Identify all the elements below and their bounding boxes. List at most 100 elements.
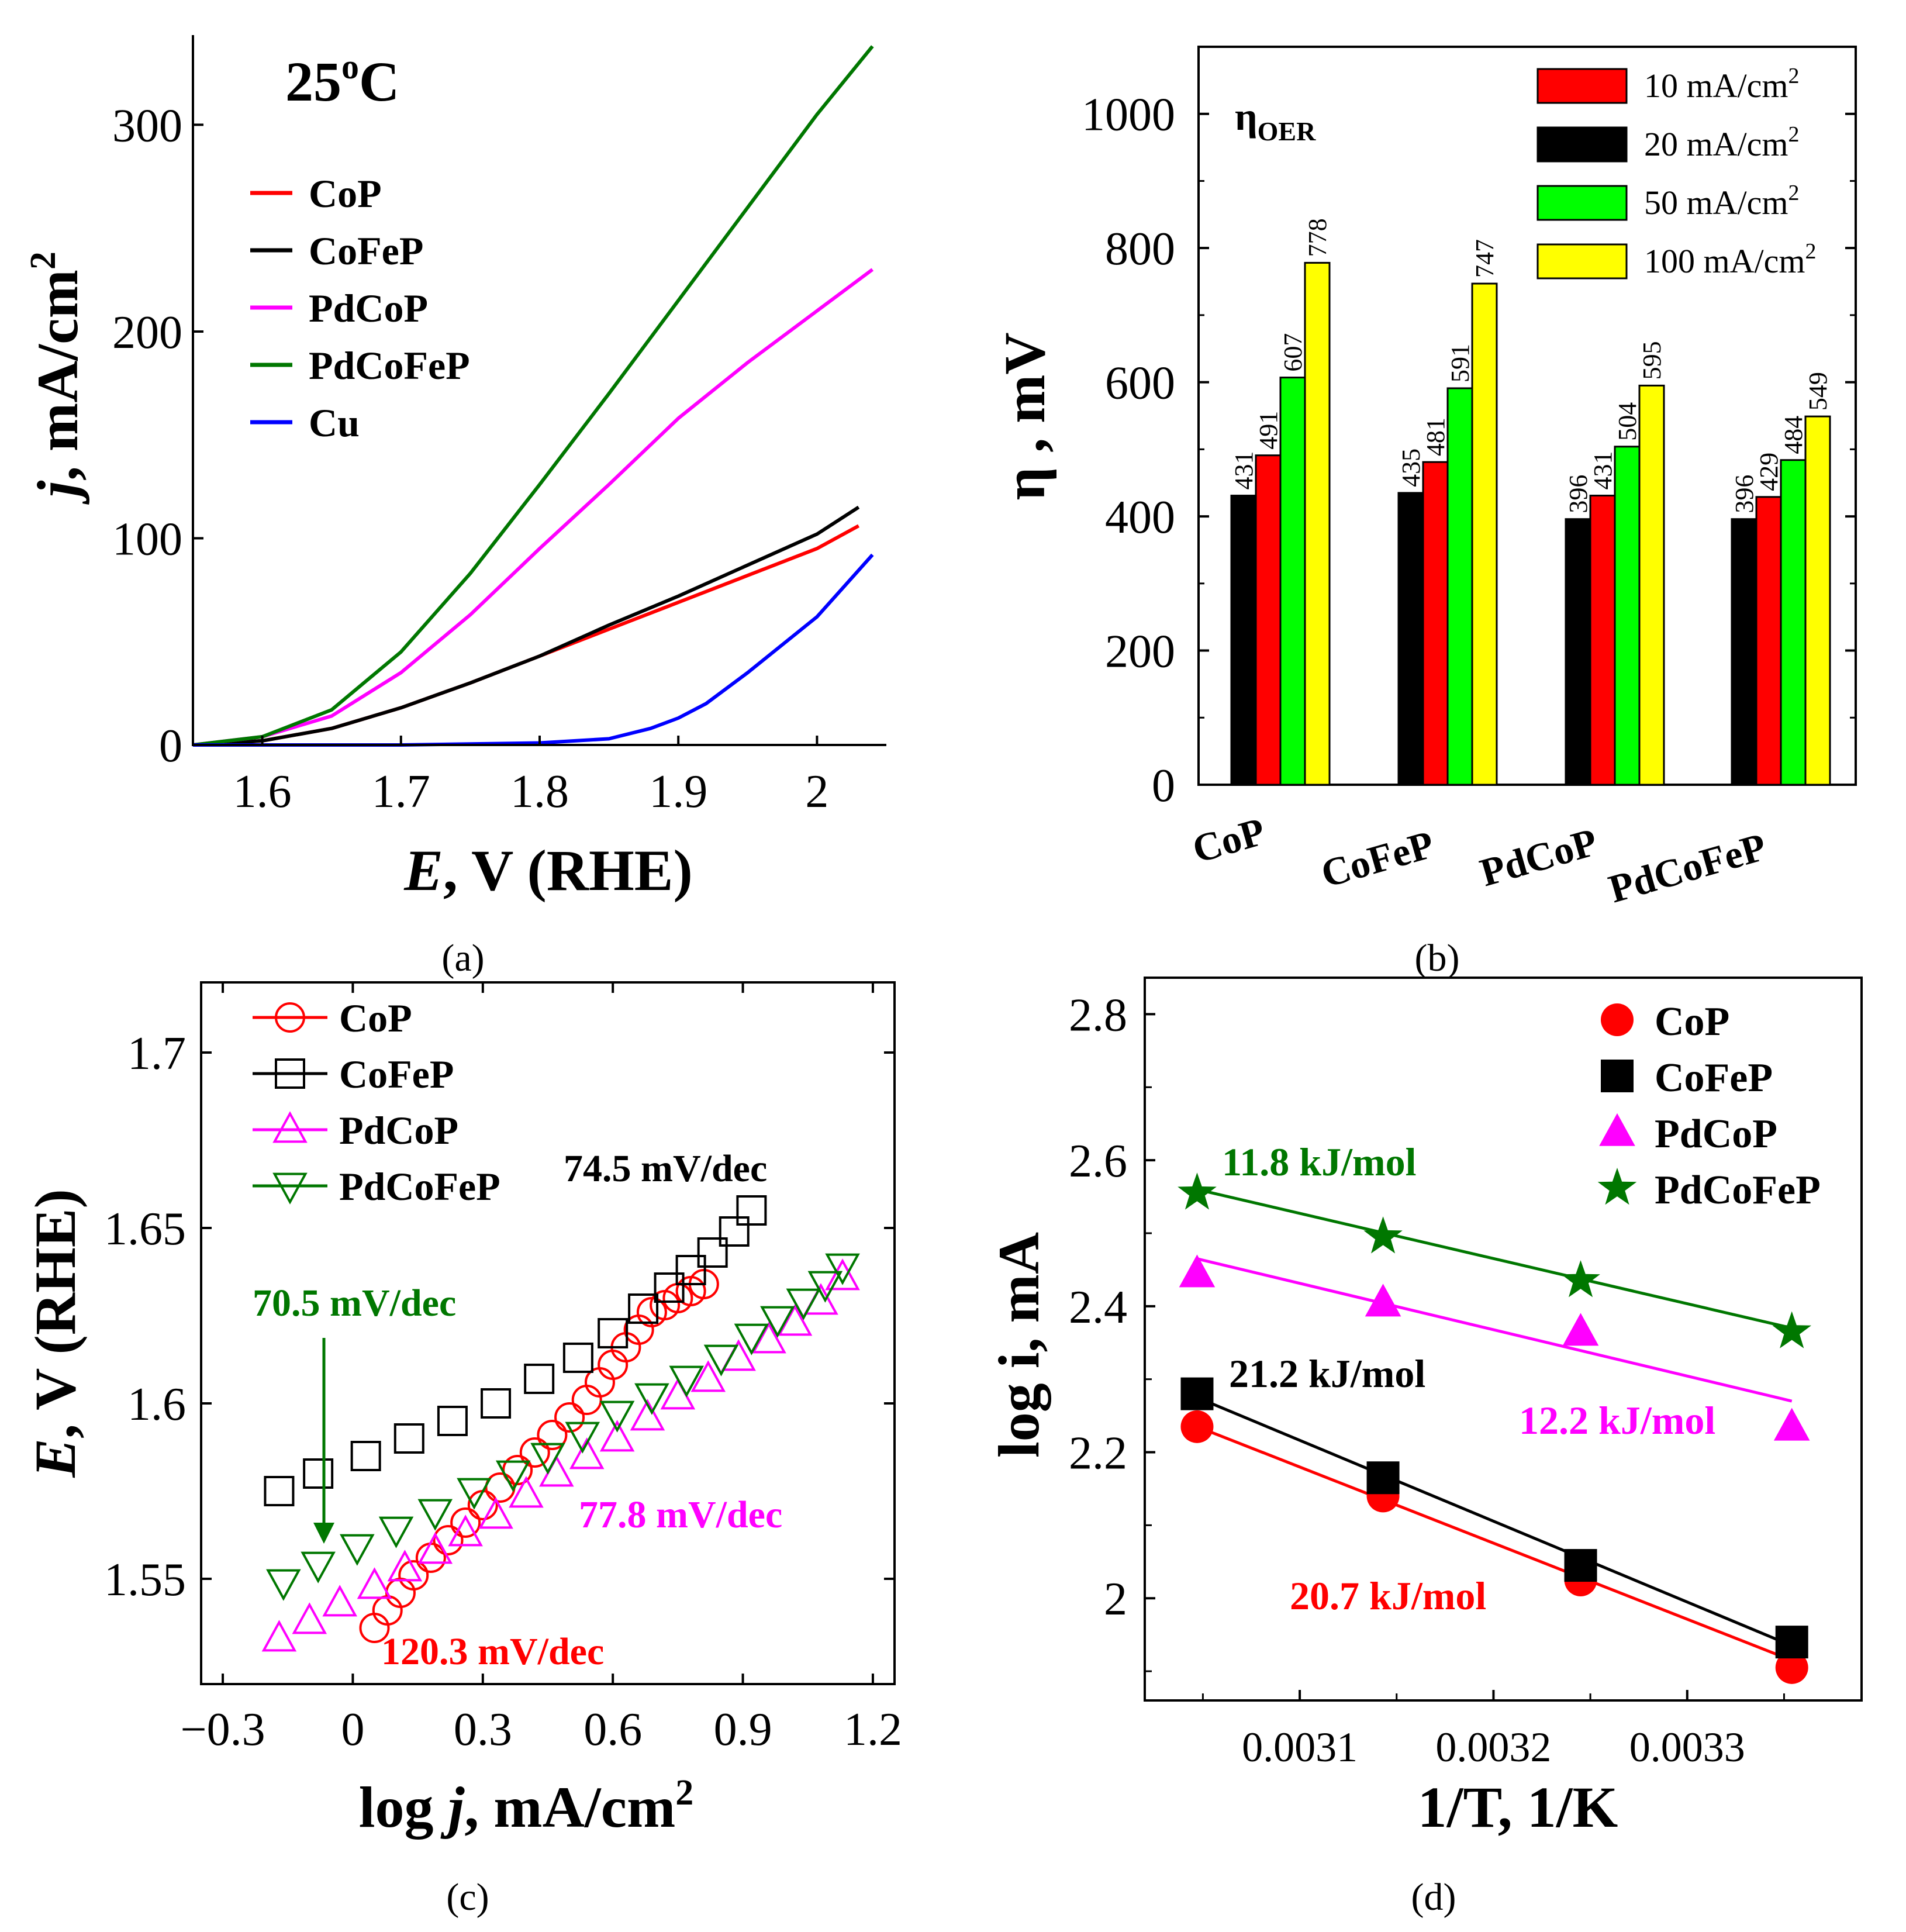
bar-value-label: 595 xyxy=(1638,341,1666,380)
bar-value-label: 778 xyxy=(1303,218,1332,257)
legend-marker-pdcofep xyxy=(272,1172,308,1205)
x-tick-label: 0.0033 xyxy=(1629,1724,1745,1771)
panel-b-title: ηOER xyxy=(1235,94,1316,146)
point-pdcop xyxy=(825,1258,860,1291)
bar-pdcofep-2 xyxy=(1780,459,1807,786)
point-pdcop xyxy=(448,1514,483,1547)
point-pdcofep xyxy=(786,1288,821,1320)
series-line-pdcop xyxy=(192,268,874,747)
x-tick-label: 1.7 xyxy=(372,766,430,817)
legend-label-cu: Cu xyxy=(309,401,360,445)
legend-label-sup: 2 xyxy=(1788,122,1799,147)
x-tick-label: 0 xyxy=(341,1704,364,1755)
panel-c-annotation-705: 70.5 mV/dec xyxy=(253,1282,456,1324)
y-tick-label: 2.6 xyxy=(1069,1136,1127,1187)
point-cofep xyxy=(736,1195,767,1226)
legend-swatch xyxy=(1536,126,1628,163)
bar-cop-0 xyxy=(1230,495,1257,786)
x-tick-label: 1.2 xyxy=(844,1704,902,1755)
y-tick-label: 0 xyxy=(1152,760,1175,812)
legend-swatch xyxy=(1536,243,1628,280)
legend-label: 20 mA/cm2 xyxy=(1644,122,1799,163)
x-tick-label: 1.6 xyxy=(233,766,292,817)
point-pdcofep xyxy=(825,1253,860,1285)
legend-swatch xyxy=(1536,185,1628,221)
legend-swatch xyxy=(1536,68,1628,104)
panel-d-frame xyxy=(1144,977,1863,1702)
panel-a-y-ticks: 0 100 200 300 xyxy=(112,100,203,772)
series-line-pdcofep xyxy=(192,45,874,747)
point-cop xyxy=(519,1437,550,1468)
bar-value-label: 429 xyxy=(1755,453,1783,491)
panel-a-caption: (a) xyxy=(441,937,484,979)
point-pdcofep xyxy=(1178,1172,1217,1210)
point-cop xyxy=(537,1420,568,1450)
point-cofep xyxy=(481,1388,512,1419)
panel-d-ticks: 0.0031 0.0032 0.0033 2 2.2 2.4 2.6 2.8 xyxy=(1069,989,1785,1771)
point-cop xyxy=(398,1560,429,1591)
panel-c-legend: CoP CoFeP PdCoP PdCoFeP xyxy=(253,996,500,1209)
point-cofep xyxy=(562,1343,593,1373)
legend-label: 50 mA/cm2 xyxy=(1644,181,1799,222)
y-tick-label: 2 xyxy=(1104,1574,1127,1625)
y-tick-label: 300 xyxy=(112,100,182,151)
point-cofep xyxy=(697,1237,728,1268)
point-cofep xyxy=(264,1476,295,1506)
category-label-cofep: CoFeP xyxy=(1316,822,1439,896)
panel-d-series xyxy=(1178,1172,1811,1684)
point-cofep xyxy=(350,1441,381,1471)
panel-c-arrow-head xyxy=(313,1523,334,1544)
legend-label-cofep: CoFeP xyxy=(339,1052,454,1096)
bar-cofep-2 xyxy=(1446,387,1473,786)
point-cofep xyxy=(437,1406,468,1436)
series-line-cu xyxy=(193,553,874,747)
panel-a-axes xyxy=(192,35,886,746)
point-pdcofep xyxy=(417,1499,453,1531)
bar-value-label: 549 xyxy=(1804,372,1832,410)
panel-a-title: 25oC xyxy=(285,47,399,113)
panel-c-series xyxy=(261,1195,860,1652)
panel-c-annotation-745: 74.5 mV/dec xyxy=(564,1147,767,1190)
panel-b-y-ticks: 0 200 400 600 800 1000 xyxy=(1082,89,1856,812)
bar-value-label: 491 xyxy=(1254,411,1283,450)
y-tick-label: 1.6 xyxy=(127,1379,186,1430)
legend-label-pdcop: PdCoP xyxy=(309,286,428,330)
fit-line-pdcofep xyxy=(1196,1188,1793,1330)
y-tick-label: 2.8 xyxy=(1069,989,1127,1041)
panel-c-annotation-778: 77.8 mV/dec xyxy=(579,1493,782,1536)
legend-marker-cop xyxy=(1601,1003,1634,1036)
panel-a: 1.6 1.7 1.8 1.9 2 0 100 200 300 25oC CoP CoFeP Pd… xyxy=(23,35,886,979)
point-pdcofep xyxy=(340,1534,375,1566)
point-pdcofep xyxy=(1363,1216,1403,1254)
point-pdcofep xyxy=(634,1383,669,1415)
panel-d: 0.0031 0.0032 0.0033 2 2.2 2.4 2.6 2.8 CoP CoFeP… xyxy=(986,977,1863,1919)
point-pdcofep xyxy=(495,1460,531,1492)
x-tick-label: 0.9 xyxy=(714,1704,772,1755)
point-pdcop xyxy=(777,1304,813,1336)
point-pdcofep xyxy=(760,1306,795,1338)
legend-marker-pdcop xyxy=(272,1111,308,1143)
legend-label-pdcofep: PdCoFeP xyxy=(1655,1168,1821,1213)
point-cop xyxy=(1180,1410,1214,1443)
legend-marker-cofep xyxy=(1601,1060,1634,1092)
legend-label-sup: 2 xyxy=(1788,181,1799,205)
point-pdcop xyxy=(1773,1407,1810,1441)
panel-d-x-label: 1/T, 1/K xyxy=(1418,1775,1618,1840)
bar-value-label: 396 xyxy=(1564,475,1593,513)
legend-label-sup: 2 xyxy=(1805,239,1816,264)
point-pdcofep xyxy=(266,1569,301,1601)
panel-b: 4314916077784354815917473964315045953964… xyxy=(992,46,1857,979)
legend-label-text: 100 mA/cm xyxy=(1644,242,1805,280)
x-tick-label: 2 xyxy=(805,766,828,817)
point-cofep xyxy=(1775,1626,1808,1659)
panel-a-x-ticks: 1.6 1.7 1.8 1.9 2 xyxy=(233,736,828,817)
panel-b-y-label: η , mV xyxy=(992,332,1057,500)
point-cofep xyxy=(303,1458,334,1489)
y-tick-label: 200 xyxy=(112,307,182,358)
bar-value-label: 484 xyxy=(1779,416,1808,454)
point-pdcop xyxy=(630,1399,665,1431)
legend-marker-pdcop xyxy=(1599,1113,1635,1146)
bar-value-label: 431 xyxy=(1230,451,1258,490)
point-pdcofep xyxy=(599,1400,635,1433)
